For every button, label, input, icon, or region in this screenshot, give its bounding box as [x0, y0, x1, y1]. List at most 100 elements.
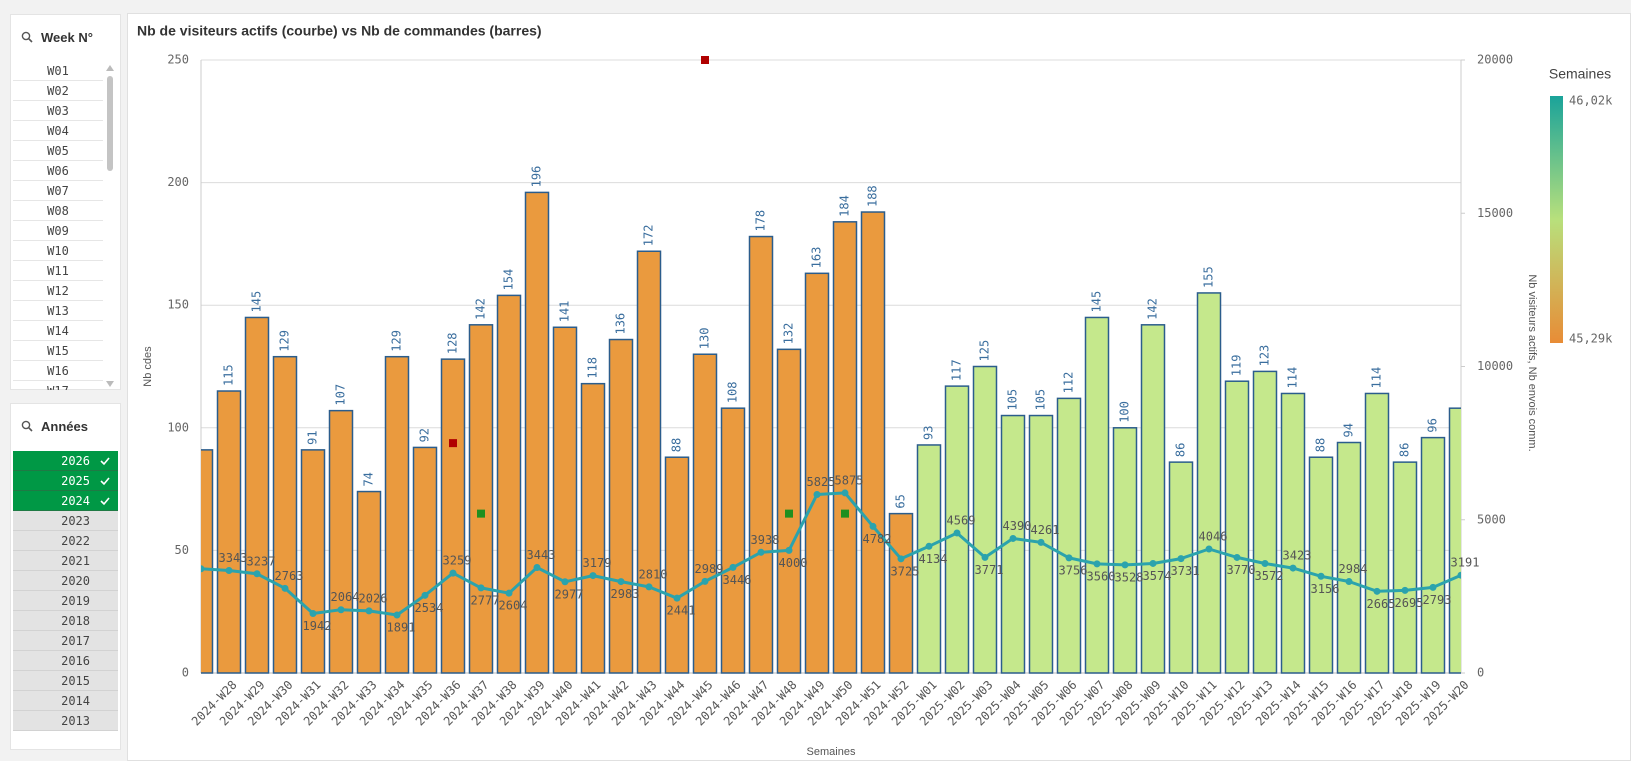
- bar: [804, 272, 830, 674]
- line-value-label: 4000: [779, 556, 808, 570]
- marker: [841, 509, 849, 518]
- y-tick-label: 100: [167, 420, 189, 434]
- list-item[interactable]: 2016: [13, 651, 118, 671]
- list-item[interactable]: W03: [13, 101, 103, 121]
- bar-value-label: 114: [1370, 367, 1384, 389]
- line-point: [589, 572, 597, 580]
- line-point: [1233, 553, 1241, 561]
- line-point: [393, 611, 401, 619]
- list-item[interactable]: 2021: [13, 551, 118, 571]
- list-item[interactable]: W06: [13, 161, 103, 181]
- list-item[interactable]: W10: [13, 241, 103, 261]
- line-point: [953, 529, 961, 537]
- check-icon: [100, 457, 110, 466]
- line-value-label: 3191: [1451, 556, 1480, 570]
- bar: [860, 211, 886, 674]
- line-value-label: 3560: [1087, 569, 1116, 583]
- y2-tick-label: 0: [1477, 666, 1484, 680]
- bar: [720, 407, 746, 674]
- line-value-label: 4261: [1031, 523, 1060, 537]
- list-item[interactable]: 2022: [13, 531, 118, 551]
- bar: [412, 446, 438, 674]
- bar-value-label: 96: [1426, 418, 1440, 432]
- line-value-label: 3259: [443, 554, 472, 568]
- line-point: [533, 563, 541, 571]
- filter-header[interactable]: Années: [21, 416, 88, 436]
- bar: [1448, 407, 1461, 674]
- list-item[interactable]: 2024: [13, 491, 118, 511]
- bar-value-label: 155: [1202, 266, 1216, 288]
- bar: [1000, 414, 1026, 674]
- list-item[interactable]: 2014: [13, 691, 118, 711]
- line-point: [785, 546, 793, 554]
- bar: [216, 390, 242, 674]
- line-value-label: 3756: [1059, 563, 1088, 577]
- item-label: 2015: [61, 673, 90, 688]
- search-icon: [21, 420, 33, 432]
- bar: [748, 235, 774, 674]
- list-item[interactable]: 2017: [13, 631, 118, 651]
- year-filter: Années 2026 2025 2024 2023 2022 2021 2020 2019 2…: [10, 403, 121, 750]
- list-item[interactable]: W05: [13, 141, 103, 161]
- list-item[interactable]: W17: [13, 381, 103, 391]
- week-filter: Week N° W01 W02 W03 W04 W05 W06 W07 W08 W09 W10 W1…: [10, 14, 121, 390]
- list-item[interactable]: 2013: [13, 711, 118, 731]
- list-item[interactable]: 2018: [13, 611, 118, 631]
- line-value-label: 1891: [387, 621, 416, 635]
- item-label: 2016: [61, 653, 90, 668]
- filter-title: Années: [41, 418, 88, 434]
- line-point: [617, 578, 625, 586]
- line-value-label: 2777: [471, 593, 500, 607]
- bar-value-label: 154: [502, 269, 516, 291]
- check-icon: [100, 497, 110, 506]
- line-value-label: 3731: [1171, 564, 1200, 578]
- line-point: [1037, 538, 1045, 546]
- line-value-label: 3574: [1143, 569, 1172, 583]
- line-point: [449, 569, 457, 577]
- list-item[interactable]: W07: [13, 181, 103, 201]
- line-value-label: 2604: [499, 599, 528, 613]
- list-item[interactable]: 2025: [13, 471, 118, 491]
- list-item[interactable]: W12: [13, 281, 103, 301]
- bar: [1420, 436, 1446, 674]
- line-value-label: 3343: [219, 551, 248, 565]
- check-icon: [100, 477, 110, 486]
- line-point: [253, 570, 261, 578]
- line-value-label: 2026: [359, 591, 388, 605]
- bar: [328, 409, 354, 674]
- line-point: [421, 591, 429, 599]
- list-item[interactable]: 2026: [13, 451, 118, 471]
- list-item[interactable]: 2023: [13, 511, 118, 531]
- line-point: [365, 607, 373, 615]
- list-item[interactable]: W14: [13, 321, 103, 341]
- item-label: 2024: [61, 493, 90, 508]
- list-item[interactable]: W09: [13, 221, 103, 241]
- scrollbar[interactable]: [103, 61, 117, 391]
- filter-title: Week N°: [41, 29, 93, 45]
- list-item[interactable]: W08: [13, 201, 103, 221]
- item-label: 2026: [61, 453, 90, 468]
- list-item[interactable]: W13: [13, 301, 103, 321]
- bar-value-label: 86: [1398, 443, 1412, 457]
- line-point: [757, 548, 765, 556]
- list-item[interactable]: 2019: [13, 591, 118, 611]
- line-point: [1121, 561, 1129, 569]
- list-item[interactable]: W04: [13, 121, 103, 141]
- filter-header[interactable]: Week N°: [21, 27, 93, 47]
- bar: [1084, 316, 1110, 674]
- list-item[interactable]: W15: [13, 341, 103, 361]
- list-item[interactable]: 2015: [13, 671, 118, 691]
- bar: [1252, 370, 1278, 674]
- line-point: [561, 578, 569, 586]
- line-point: [1177, 555, 1185, 563]
- list-item[interactable]: W16: [13, 361, 103, 381]
- line-value-label: 2977: [555, 587, 584, 601]
- list-item[interactable]: W02: [13, 81, 103, 101]
- line-point: [1149, 559, 1157, 567]
- bar: [201, 449, 214, 674]
- line-value-label: 3446: [723, 573, 752, 587]
- list-item[interactable]: W11: [13, 261, 103, 281]
- list-item[interactable]: W01: [13, 61, 103, 81]
- list-item[interactable]: 2020: [13, 571, 118, 591]
- bar: [972, 365, 998, 674]
